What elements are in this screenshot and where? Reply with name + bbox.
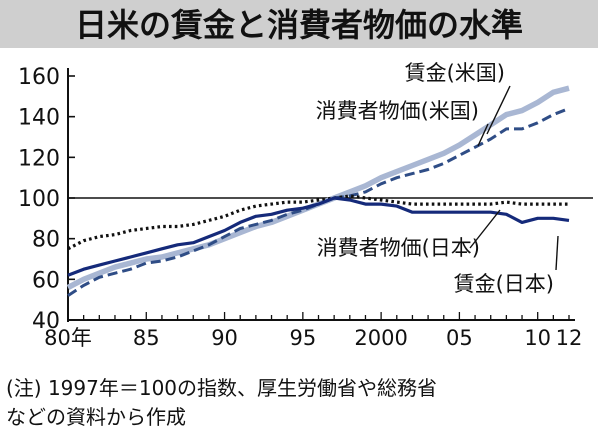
y-tick-label: 40	[32, 309, 60, 334]
x-tick-label: 80年	[44, 326, 92, 350]
x-tick-label: 95	[289, 326, 316, 350]
title-bar	[0, 0, 598, 48]
y-tick-label: 120	[18, 146, 60, 171]
series-label: 賃金(米国)	[405, 61, 505, 85]
series-leader-line	[486, 85, 511, 135]
chart-note: (注) 1997年＝100の指数、厚生労働省や総務省 などの資料から作成	[6, 376, 438, 429]
series-line-4	[67, 196, 570, 277]
series-leader-line	[469, 209, 501, 249]
series-label: 消費者物価(米国)	[316, 99, 479, 123]
series-leader-line	[477, 123, 489, 147]
x-tick-label: 05	[446, 326, 473, 350]
x-tick-label: 90	[211, 326, 238, 350]
y-tick-label: 80	[32, 228, 60, 253]
x-tick-label: 10	[524, 326, 551, 350]
chart-title: 日米の賃金と消費者物価の水準	[74, 6, 523, 44]
y-tick-label: 160	[18, 65, 60, 90]
y-tick-label: 140	[18, 106, 60, 131]
y-tick-label: 60	[32, 268, 60, 293]
x-tick-label: 12	[556, 326, 583, 350]
series-label: 消費者物価(日本)	[317, 236, 480, 260]
x-tick-label: 85	[133, 326, 160, 350]
series-line-3	[67, 194, 569, 251]
series-leader-line	[555, 235, 559, 271]
x-tick-label: 2000	[354, 326, 407, 350]
chart-plot: 40 60 80 100 120 140 160 80年 85 90 95 2000 05 10 12 賃金…	[18, 61, 593, 350]
series-label: 賃金(日本)	[454, 272, 554, 296]
series-line-2	[67, 107, 570, 297]
y-tick-label: 100	[18, 187, 60, 212]
